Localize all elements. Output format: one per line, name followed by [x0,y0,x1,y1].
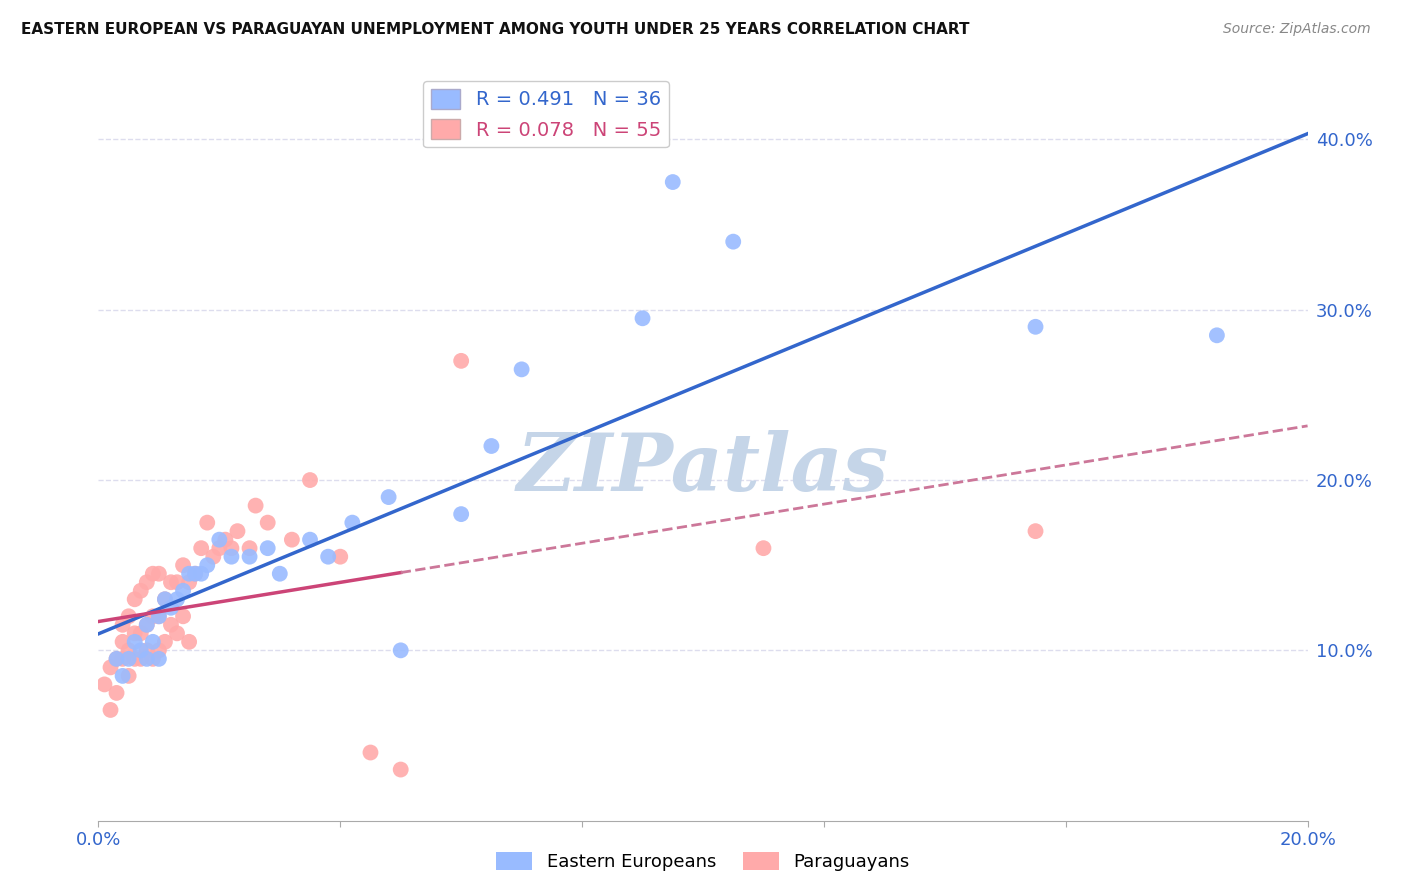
Point [118,652,141,666]
Point [239,549,262,564]
Point [105,686,128,700]
Text: ZIPatlas: ZIPatlas [517,430,889,508]
Point [124,635,146,649]
Point [153,592,176,607]
Point [135,617,157,632]
Point [142,635,165,649]
Point [148,643,170,657]
Point [118,609,141,624]
Point [129,583,152,598]
Point [481,439,503,453]
Point [342,516,364,530]
Text: EASTERN EUROPEAN VS PARAGUAYAN UNEMPLOYMENT AMONG YOUTH UNDER 25 YEARS CORRELATI: EASTERN EUROPEAN VS PARAGUAYAN UNEMPLOYM… [21,22,970,37]
Point [153,635,176,649]
Point [316,549,339,564]
Point [166,626,188,640]
Point [389,643,412,657]
Point [148,566,170,581]
Point [111,617,134,632]
Point [195,558,218,573]
Point [148,652,170,666]
Point [723,235,745,249]
Point [208,533,231,547]
Point [148,609,170,624]
Point [160,600,183,615]
Point [190,541,212,556]
Point [135,652,157,666]
Point [111,652,134,666]
Legend: R = 0.491   N = 36, R = 0.078   N = 55: R = 0.491 N = 36, R = 0.078 N = 55 [423,81,669,147]
Point [1024,319,1046,334]
Point [256,516,278,530]
Point [221,549,243,564]
Point [360,746,382,760]
Point [202,549,225,564]
Point [93,677,115,691]
Point [100,703,122,717]
Point [105,652,128,666]
Point [195,516,218,530]
Point [281,533,304,547]
Text: Source: ZipAtlas.com: Source: ZipAtlas.com [1223,22,1371,37]
Point [166,575,188,590]
Point [111,635,134,649]
Point [329,549,352,564]
Point [124,626,146,640]
Point [129,652,152,666]
Point [111,669,134,683]
Point [221,541,243,556]
Point [752,541,775,556]
Point [299,473,322,487]
Point [129,626,152,640]
Point [1206,328,1229,343]
Point [172,558,194,573]
Point [179,575,201,590]
Point [269,566,291,581]
Point [1024,524,1046,538]
Point [256,541,278,556]
Point [450,354,472,368]
Point [214,533,236,547]
Point [118,643,141,657]
Point [184,566,207,581]
Point [100,660,122,674]
Point [166,592,188,607]
Point [118,669,141,683]
Point [142,609,165,624]
Point [124,592,146,607]
Point [226,524,249,538]
Point [172,583,194,598]
Point [129,643,152,657]
Point [135,617,157,632]
Point [631,311,654,326]
Point [184,566,207,581]
Point [377,490,399,504]
Point [389,763,412,777]
Point [135,643,157,657]
Point [153,592,176,607]
Point [172,609,194,624]
Point [160,575,183,590]
Point [179,635,201,649]
Point [299,533,322,547]
Point [239,541,262,556]
Point [208,541,231,556]
Point [450,507,472,521]
Point [142,652,165,666]
Point [179,566,201,581]
Point [135,575,157,590]
Point [105,652,128,666]
Point [661,175,683,189]
Legend: Eastern Europeans, Paraguayans: Eastern Europeans, Paraguayans [489,845,917,879]
Point [160,617,183,632]
Point [142,566,165,581]
Point [148,609,170,624]
Point [190,566,212,581]
Point [245,499,267,513]
Point [124,652,146,666]
Point [510,362,533,376]
